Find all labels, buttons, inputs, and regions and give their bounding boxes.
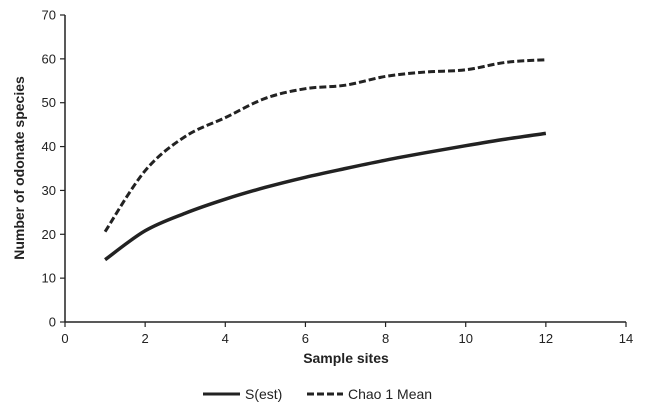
y-tick-label: 60	[42, 51, 56, 66]
y-axis-ticks: 0 10 20 30 40 50 60 70	[42, 8, 65, 330]
y-tick-label: 40	[42, 139, 56, 154]
y-tick-label: 50	[42, 95, 56, 110]
y-tick-label: 0	[49, 315, 56, 330]
series-line-chao1-mean	[103, 58, 546, 233]
legend-label: Chao 1 Mean	[348, 386, 432, 402]
x-tick-label: 12	[539, 331, 553, 346]
x-tick-label: 14	[619, 331, 633, 346]
x-tick-label: 4	[222, 331, 229, 346]
x-axis-title: Sample sites	[303, 350, 389, 366]
x-tick-label: 6	[302, 331, 309, 346]
legend: S(est) Chao 1 Mean	[203, 386, 432, 402]
legend-label: S(est)	[245, 386, 282, 402]
x-axis-ticks: 0 2 4 6 8 10 12 14	[61, 322, 633, 346]
y-tick-label: 20	[42, 227, 56, 242]
y-tick-label: 10	[42, 271, 56, 286]
x-tick-label: 2	[142, 331, 149, 346]
x-tick-label: 0	[61, 331, 68, 346]
y-tick-label: 30	[42, 183, 56, 198]
y-axis-title: Number of odonate species	[11, 76, 27, 260]
series-layer	[103, 58, 547, 262]
x-tick-label: 10	[458, 331, 472, 346]
y-tick-label: 70	[42, 8, 56, 23]
x-tick-label: 8	[382, 331, 389, 346]
series-line-s-est	[104, 131, 547, 262]
